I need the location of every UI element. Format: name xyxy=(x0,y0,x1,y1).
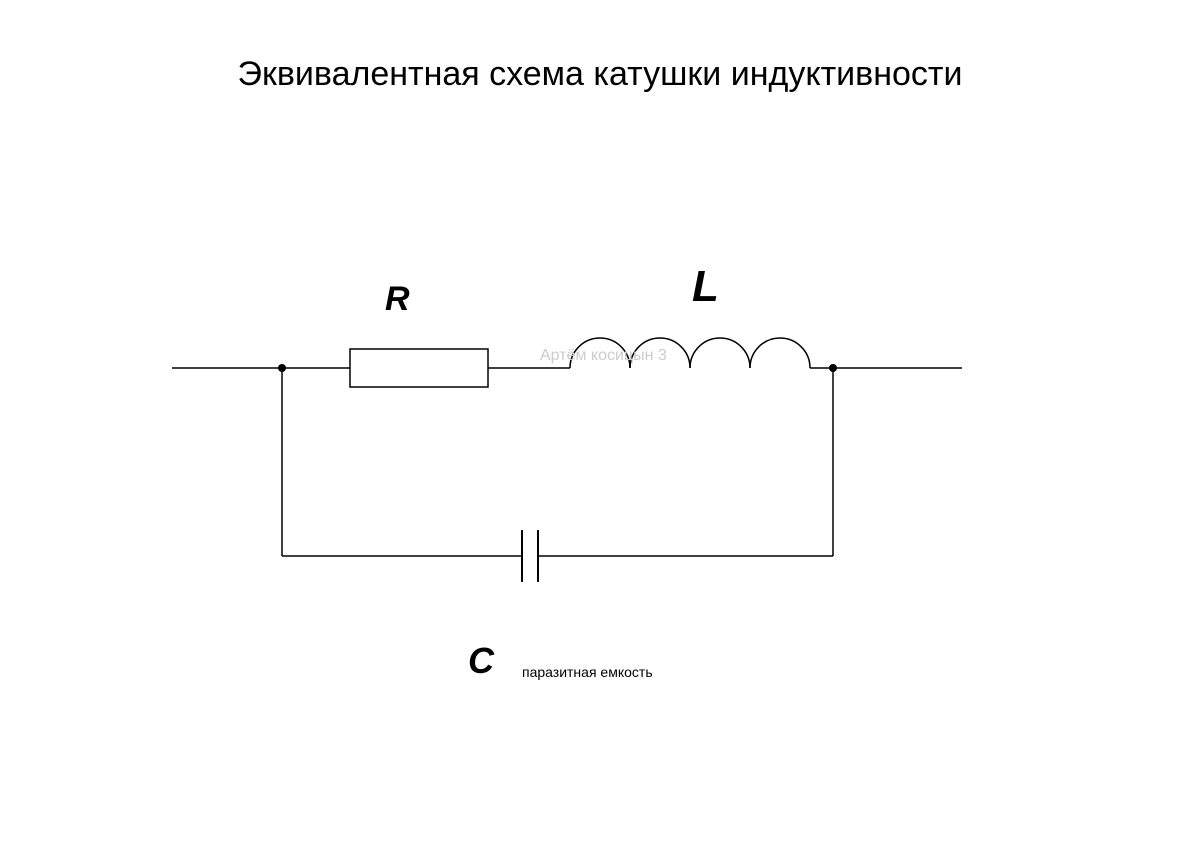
circuit-svg xyxy=(0,0,1200,848)
label-l: L xyxy=(692,262,719,312)
resistor-symbol xyxy=(350,349,488,387)
inductor-coil-3 xyxy=(690,338,750,368)
watermark-text: Артём косицын 3 xyxy=(540,347,667,365)
node-right xyxy=(829,364,837,372)
inductor-coil-4 xyxy=(750,338,810,368)
node-left xyxy=(278,364,286,372)
label-c: С xyxy=(468,640,494,682)
label-r: R xyxy=(385,280,410,319)
circuit-diagram: Эквивалентная схема катушки индуктивност… xyxy=(0,0,1200,848)
label-c-sublabel: паразитная емкость xyxy=(522,664,653,680)
